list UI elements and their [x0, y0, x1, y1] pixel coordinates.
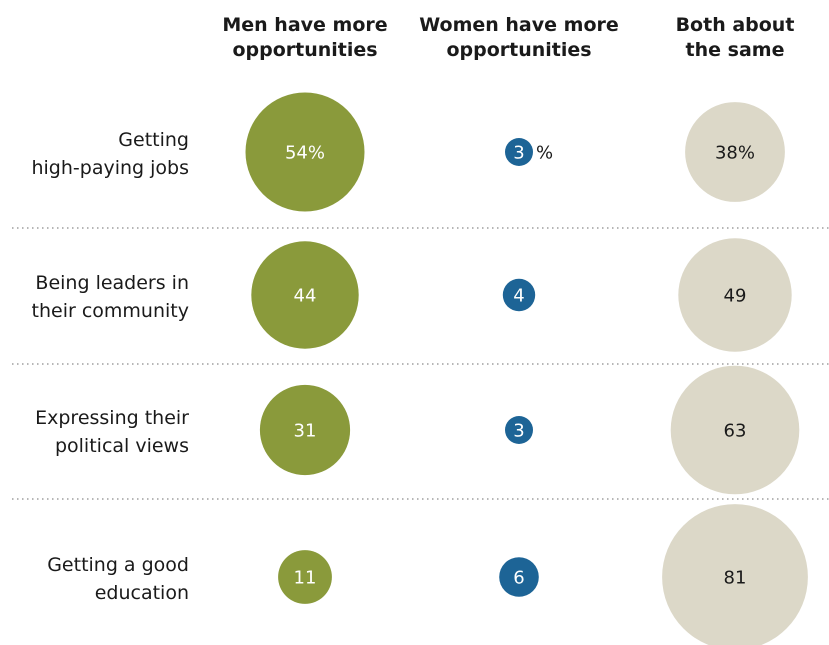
- column-header-same: Both about: [676, 14, 795, 36]
- column-header-women: Women have more: [419, 14, 619, 36]
- bubble-same: [670, 365, 800, 495]
- column-headers: Men have more opportunities Women have mor…: [222, 14, 794, 61]
- bubble-same: [685, 102, 785, 202]
- chart-rows: Getting high-paying jobs 54% 3% 38% Being lea…: [31, 92, 808, 645]
- bubble-men: [245, 92, 365, 212]
- bubble-women: [505, 416, 533, 444]
- value-label-same: 81: [724, 568, 747, 589]
- row-separators: [12, 227, 829, 500]
- value-label-women: 3: [513, 421, 524, 442]
- chart-row: Expressing their political views 31 3 63: [35, 365, 800, 495]
- row-label: Expressing their: [35, 407, 189, 429]
- bubble-men: [259, 384, 351, 476]
- value-label-men: 44: [294, 286, 317, 307]
- percent-suffix: %: [536, 143, 553, 164]
- row-label: their community: [32, 300, 189, 322]
- bubble-same: [678, 238, 792, 352]
- row-label: political views: [55, 435, 189, 457]
- value-label-men: 11: [294, 568, 317, 589]
- bubble-women: [502, 278, 536, 312]
- row-label: Getting a good: [47, 554, 189, 576]
- bubble-women: [499, 557, 539, 597]
- row-label: high-paying jobs: [31, 157, 189, 179]
- bubble-same: [662, 504, 808, 645]
- bubble-men: [278, 550, 332, 604]
- row-label: Getting: [118, 129, 189, 151]
- bubble-men: [251, 241, 359, 349]
- chart-row: Getting high-paying jobs 54% 3% 38%: [31, 92, 785, 212]
- value-label-same: 38%: [715, 143, 755, 164]
- row-label: Being leaders in: [35, 272, 189, 294]
- value-label-men: 54%: [285, 143, 325, 164]
- column-header-women: opportunities: [446, 39, 591, 61]
- column-header-men: Men have more: [222, 14, 387, 36]
- value-label-men: 31: [294, 421, 317, 442]
- chart-row: Getting a good education 11 6 81: [47, 504, 808, 645]
- bubble-women: [505, 138, 533, 166]
- value-label-same: 63: [724, 421, 747, 442]
- value-label-women: 4: [513, 286, 524, 307]
- value-label-same: 49: [724, 286, 747, 307]
- value-label-women: 3: [513, 143, 524, 164]
- column-header-same: the same: [686, 39, 785, 61]
- row-label: education: [95, 582, 189, 604]
- column-header-men: opportunities: [232, 39, 377, 61]
- value-label-women: 6: [513, 568, 524, 589]
